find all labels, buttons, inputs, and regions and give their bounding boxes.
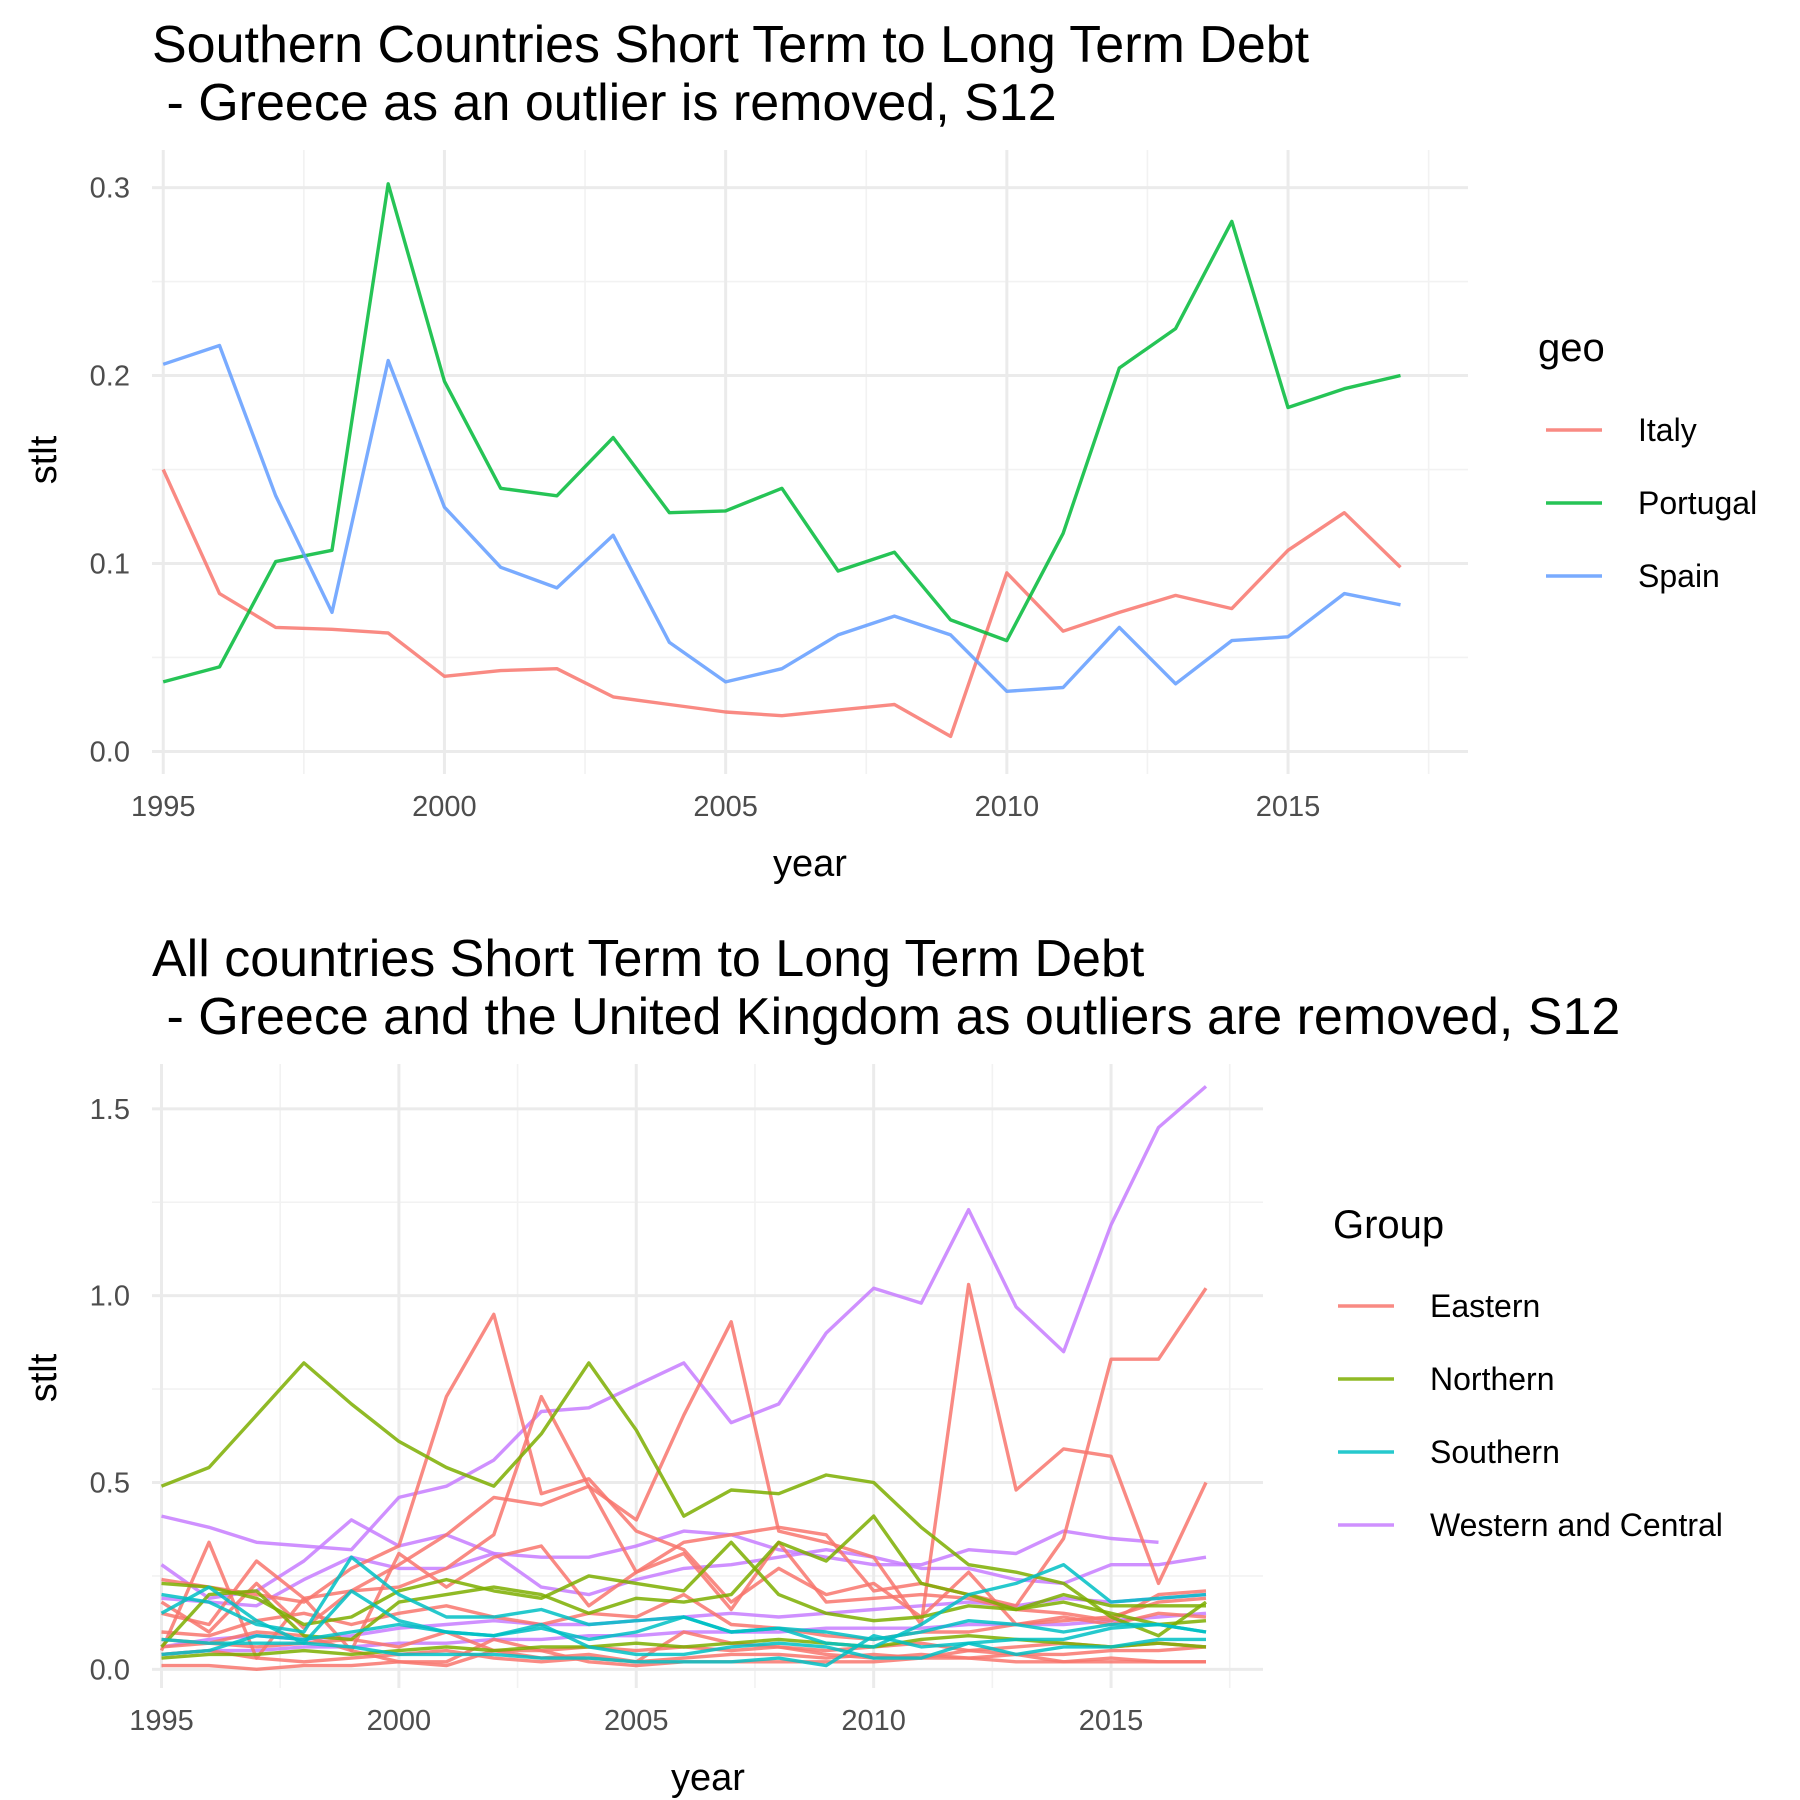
chart-1-legend-item-spain: Spain — [1546, 558, 1720, 594]
chart-1-gridlines — [152, 150, 1468, 774]
chart-1-legend-item-portugal: Portugal — [1546, 485, 1757, 521]
chart-1-series-italy-line — [161, 468, 1402, 739]
chart-1-legend-label-spain: Spain — [1638, 558, 1720, 594]
chart-2-legend-label-southern: Southern — [1430, 1434, 1560, 1470]
chart-2-series-southern-20-line — [161, 1622, 1207, 1668]
chart-1-x-tick-label: 2005 — [693, 791, 758, 823]
chart-2-y-tick-label: 0.5 — [90, 1467, 130, 1499]
chart-2-x-tick-label: 2005 — [604, 1705, 669, 1737]
chart-2-y-ticks: 0.0 0.5 1.0 1.5 — [90, 1094, 130, 1686]
chart-2-y-tick-label: 0.0 — [90, 1654, 130, 1686]
chart-2-x-tick-label: 2000 — [367, 1705, 432, 1737]
chart-2-series-eastern-11-line — [161, 1648, 1206, 1664]
chart-1-legend-title: geo — [1538, 326, 1605, 370]
chart-1-y-tick-label: 0.3 — [90, 173, 130, 205]
chart-2-series-northern-15-line — [161, 1540, 1207, 1627]
chart-1-series — [161, 182, 1402, 739]
chart-1-legend-item-italy: Italy — [1546, 412, 1697, 448]
chart-2-legend-label-western-and-central: Western and Central — [1430, 1507, 1723, 1543]
chart-2-legend-item-southern: Southern — [1338, 1434, 1560, 1470]
chart-2-series-southern-19-line — [160, 1585, 1206, 1660]
chart-2-legend-item-eastern: Eastern — [1338, 1288, 1540, 1324]
chart-2-x-tick-label: 2010 — [841, 1705, 906, 1737]
chart-1-x-axis-label: year — [773, 843, 847, 885]
chart-1-title: Southern Countries Short Term to Long Te… — [152, 16, 1310, 74]
chart-2-y-tick-label: 1.0 — [90, 1281, 130, 1313]
chart-1-x-tick-label: 2000 — [412, 791, 477, 823]
chart-1-y-tick-label: 0.0 — [90, 736, 130, 768]
chart-1-x-tick-label: 2015 — [1256, 791, 1321, 823]
chart-1-series-portugal-line — [162, 182, 1401, 684]
chart-2-x-tick-label: 1995 — [129, 1705, 194, 1737]
chart-2-series — [159, 1085, 1208, 1671]
chart-1-y-axis-label: stlt — [23, 435, 65, 484]
chart-1-y-ticks: 0.0 0.1 0.2 0.3 — [90, 173, 130, 769]
chart-2-series-eastern-6-line — [160, 1282, 1208, 1634]
chart-1-x-ticks: 1995 2000 2005 2010 2015 — [131, 791, 1320, 823]
chart-1-x-tick-label: 1995 — [131, 791, 196, 823]
chart-2-legend-label-eastern: Eastern — [1430, 1288, 1540, 1324]
chart-1-series-spain-line — [162, 343, 1401, 693]
chart-2-legend: Group Eastern Northern Southern Western and… — [1333, 1203, 1723, 1543]
chart-1-legend-label-italy: Italy — [1638, 412, 1697, 448]
chart-2-series-western-and-central-1-line — [160, 1518, 1159, 1600]
chart-1-legend: geo Italy Portugal Spain — [1538, 326, 1757, 594]
chart-2-series-western-and-central-0-line — [161, 1085, 1208, 1552]
chart-2-legend-item-northern: Northern — [1338, 1361, 1555, 1397]
chart-2-series-southern-21-line — [161, 1615, 1207, 1657]
chart-1-x-tick-label: 2010 — [975, 791, 1040, 823]
chart-2-x-tick-label: 2015 — [1079, 1705, 1144, 1737]
chart-2-title: All countries Short Term to Long Term De… — [152, 930, 1145, 988]
chart-2: All countries Short Term to Long Term De… — [23, 930, 1723, 1799]
chart-1-legend-label-portugal: Portugal — [1638, 485, 1757, 521]
chart-2-legend-item-western-and-central: Western and Central — [1338, 1507, 1723, 1543]
chart-2-series-northern-16-line — [160, 1514, 1206, 1649]
chart-2-y-axis-label: stlt — [23, 1353, 65, 1402]
chart-2-x-axis-label: year — [671, 1757, 745, 1799]
chart-2-y-tick-label: 1.5 — [90, 1094, 130, 1126]
chart-2-x-ticks: 1995 2000 2005 2010 2015 — [129, 1705, 1143, 1737]
chart-2-series-eastern-5-line — [161, 1312, 1207, 1627]
chart-1: Southern Countries Short Term to Long Te… — [23, 16, 1757, 885]
chart-2-legend-title: Group — [1333, 1203, 1444, 1247]
chart-2-series-eastern-12-line — [161, 1630, 1207, 1671]
chart-1-y-tick-label: 0.1 — [90, 548, 130, 580]
chart-2-subtitle: - Greece and the United Kingdom as outli… — [152, 988, 1620, 1046]
chart-2-series-eastern-7-line — [159, 1287, 1208, 1660]
chart-2-legend-label-northern: Northern — [1430, 1361, 1555, 1397]
chart-1-y-tick-label: 0.2 — [90, 361, 130, 393]
chart-1-subtitle: - Greece as an outlier is removed, S12 — [152, 74, 1057, 132]
